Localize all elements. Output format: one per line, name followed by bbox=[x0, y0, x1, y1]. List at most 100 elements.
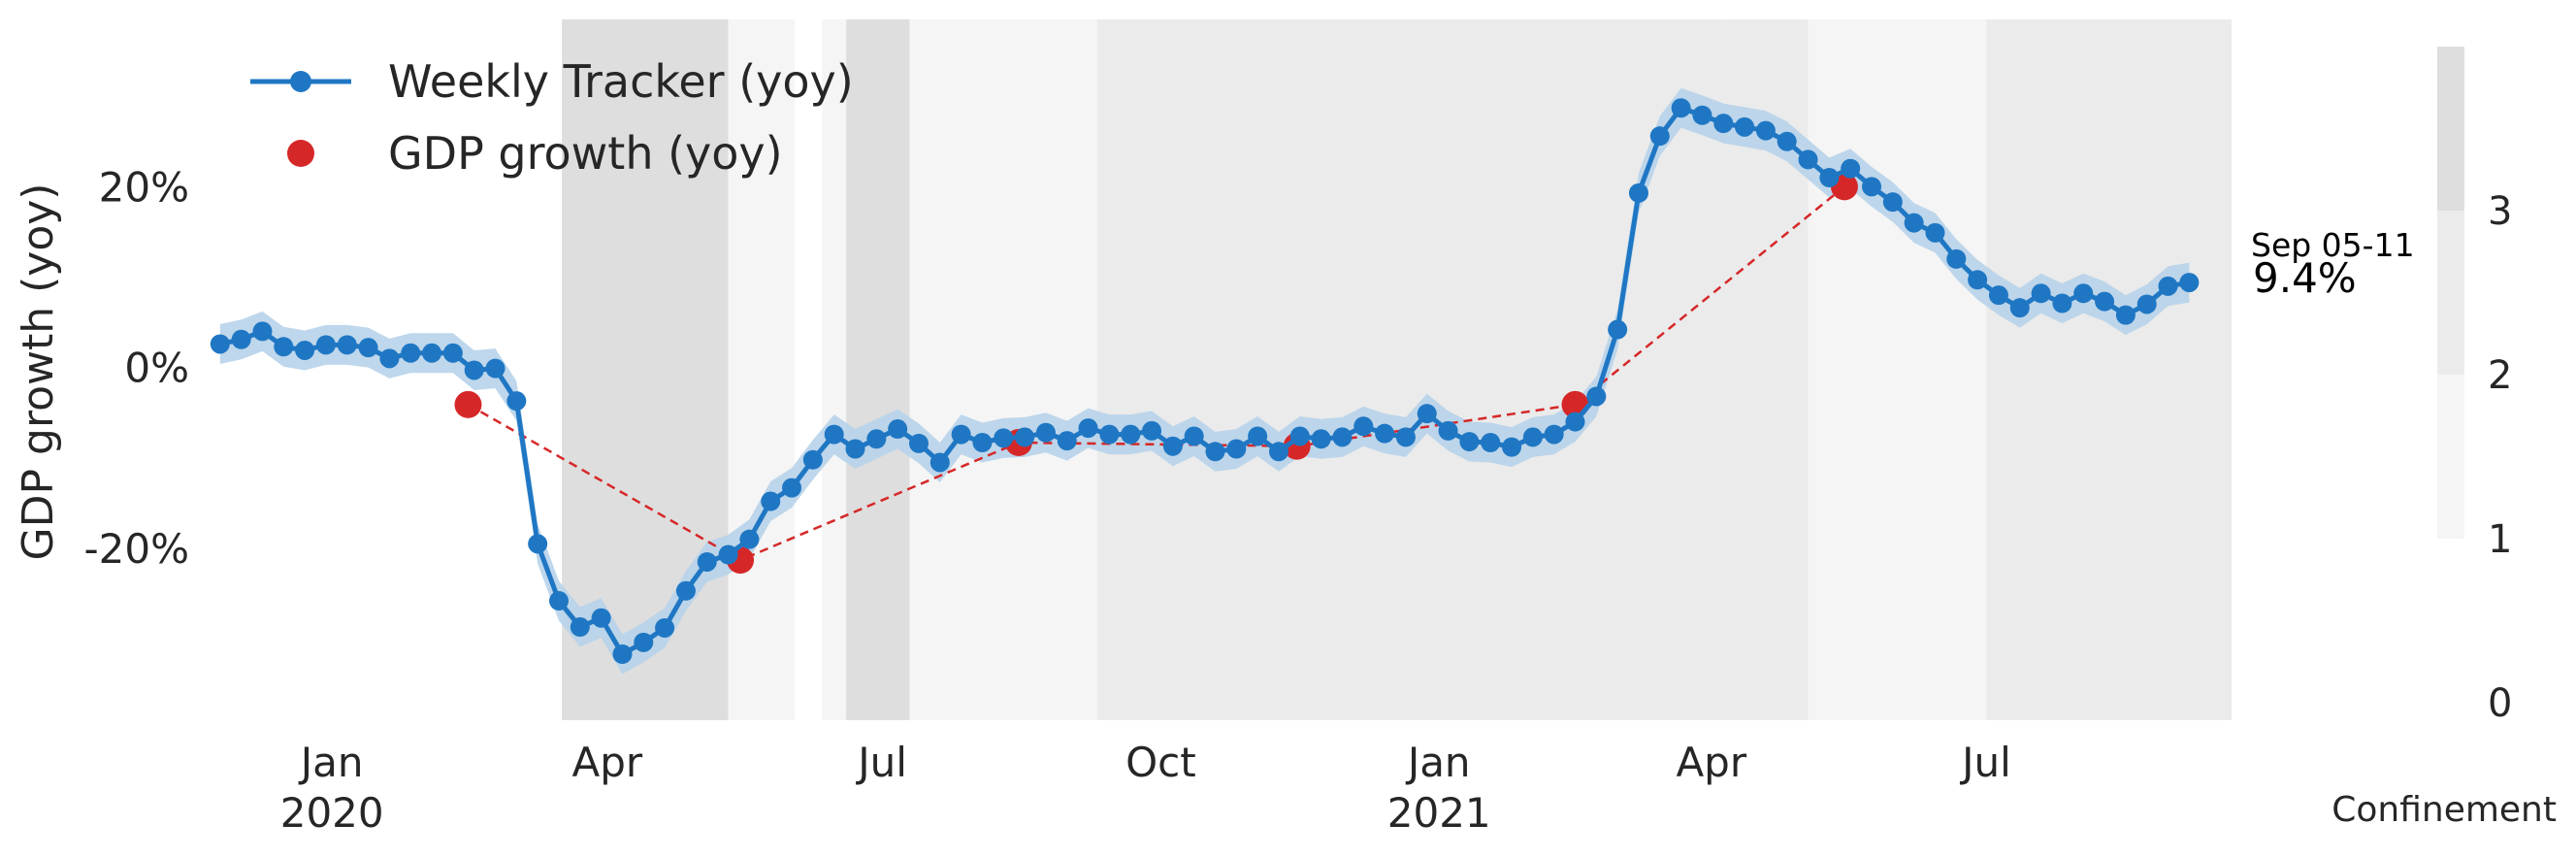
tracker-point-88 bbox=[2073, 283, 2094, 304]
tracker-point-10 bbox=[422, 343, 442, 363]
colorbar-tick-3: 3 bbox=[2488, 189, 2512, 234]
annotation-date-label: Sep 05-11 bbox=[2251, 226, 2415, 264]
tracker-point-45 bbox=[1162, 436, 1183, 456]
tracker-point-14 bbox=[506, 391, 527, 412]
tracker-point-38 bbox=[1015, 427, 1035, 447]
colorbar-segment-0 bbox=[2437, 539, 2464, 703]
tracker-point-73 bbox=[1755, 120, 1776, 141]
tracker-point-53 bbox=[1332, 427, 1353, 447]
tracker-point-63 bbox=[1544, 424, 1564, 445]
confinement-band-7 bbox=[1096, 19, 1727, 720]
colorbar-label: Confinement bbox=[2331, 790, 2557, 830]
tracker-point-17 bbox=[570, 617, 590, 638]
legend: Weekly Tracker (yoy) GDP growth (yoy) bbox=[250, 55, 854, 180]
tracker-point-59 bbox=[1459, 432, 1480, 452]
x-tick-4: Jan bbox=[1405, 739, 1471, 786]
tracker-point-20 bbox=[634, 632, 654, 652]
tracker-point-43 bbox=[1121, 424, 1141, 445]
tracker-point-85 bbox=[2009, 298, 2030, 318]
y-tick-0: 20% bbox=[99, 163, 189, 211]
colorbar-tick-2: 2 bbox=[2488, 353, 2512, 398]
colorbar-segment-2 bbox=[2437, 211, 2464, 375]
tracker-point-0 bbox=[210, 334, 230, 354]
tracker-point-32 bbox=[888, 419, 908, 440]
tracker-point-30 bbox=[845, 439, 865, 459]
y-tick-1: 0% bbox=[124, 345, 189, 392]
tracker-point-89 bbox=[2095, 291, 2115, 312]
tracker-point-18 bbox=[591, 608, 611, 628]
y-axis: GDP growth (yoy) 20% 0% -20% bbox=[14, 163, 189, 573]
colorbar-segment-1 bbox=[2437, 375, 2464, 539]
tracker-point-47 bbox=[1205, 442, 1225, 462]
tracker-point-74 bbox=[1777, 131, 1797, 151]
tracker-line bbox=[219, 105, 2190, 657]
confinement-band-3 bbox=[795, 19, 823, 720]
tracker-point-13 bbox=[485, 358, 505, 379]
confinement-band-6 bbox=[909, 19, 1097, 720]
tracker-point-3 bbox=[274, 337, 294, 357]
tracker-point-67 bbox=[1628, 182, 1648, 203]
legend-tracker-marker bbox=[290, 71, 311, 92]
confinement-bands bbox=[199, 19, 2232, 720]
tracker-point-4 bbox=[295, 340, 315, 360]
tracker-point-51 bbox=[1289, 426, 1310, 446]
colorbar-tick-0: 0 bbox=[2488, 681, 2512, 726]
tracker-point-12 bbox=[464, 360, 484, 380]
tracker-point-77 bbox=[1841, 158, 1861, 179]
tracker-point-31 bbox=[866, 429, 887, 449]
tracker-point-50 bbox=[1268, 442, 1288, 462]
tracker-point-40 bbox=[1057, 431, 1077, 451]
tracker-point-35 bbox=[951, 424, 971, 445]
tracker-point-79 bbox=[1882, 192, 1903, 213]
tracker-point-90 bbox=[2115, 305, 2136, 325]
tracker-point-44 bbox=[1142, 420, 1162, 441]
gdp-point-0 bbox=[454, 390, 482, 418]
tracker-point-56 bbox=[1395, 427, 1416, 447]
confinement-colorbar: Confinement 0 1 2 3 bbox=[2331, 47, 2557, 830]
confinement-band-11 bbox=[1986, 19, 2232, 720]
tracker-point-55 bbox=[1375, 423, 1395, 444]
tracker-point-41 bbox=[1078, 418, 1098, 439]
tracker-point-5 bbox=[315, 335, 336, 355]
tracker-point-83 bbox=[1968, 270, 1988, 290]
legend-gdp-label: GDP growth (yoy) bbox=[388, 127, 783, 180]
tracker-point-36 bbox=[972, 432, 993, 452]
tracker-point-76 bbox=[1819, 168, 1840, 188]
tracker-point-24 bbox=[718, 544, 738, 565]
tracker-point-68 bbox=[1649, 126, 1670, 147]
legend-gdp-marker bbox=[287, 140, 314, 167]
confinement-band-4 bbox=[822, 19, 847, 720]
tracker-point-87 bbox=[2052, 293, 2072, 313]
tracker-point-62 bbox=[1522, 427, 1543, 447]
tracker-point-71 bbox=[1713, 114, 1734, 134]
tracker-point-64 bbox=[1565, 412, 1585, 432]
tracker-point-75 bbox=[1798, 149, 1818, 170]
x-tick-year-0: 2020 bbox=[280, 789, 384, 837]
tracker-point-11 bbox=[442, 343, 463, 363]
tracker-point-46 bbox=[1184, 426, 1204, 446]
tracker-point-92 bbox=[2158, 276, 2178, 296]
confinement-band-5 bbox=[846, 19, 910, 720]
tracker-point-52 bbox=[1311, 429, 1331, 449]
tracker-point-9 bbox=[401, 343, 421, 363]
tracker-point-1 bbox=[231, 329, 251, 349]
tracker-point-25 bbox=[739, 529, 760, 549]
tracker-point-81 bbox=[1925, 222, 1945, 243]
tracker-point-54 bbox=[1353, 416, 1374, 437]
tracker-point-60 bbox=[1481, 432, 1501, 452]
tracker-point-6 bbox=[337, 335, 357, 355]
tracker-point-48 bbox=[1226, 439, 1247, 459]
tracker-point-2 bbox=[252, 321, 273, 342]
tracker-point-33 bbox=[908, 433, 929, 453]
tracker-point-37 bbox=[994, 428, 1014, 448]
tracker-point-65 bbox=[1586, 386, 1607, 407]
x-tick-year-4: 2021 bbox=[1387, 789, 1491, 837]
x-tick-3: Oct bbox=[1125, 739, 1196, 786]
tracker-point-34 bbox=[929, 452, 950, 473]
x-tick-0: Jan bbox=[298, 739, 364, 786]
tracker-point-80 bbox=[1904, 213, 1924, 233]
confinement-band-9 bbox=[1808, 19, 1920, 720]
tracker-point-42 bbox=[1099, 424, 1120, 445]
tracker-point-19 bbox=[612, 643, 633, 664]
